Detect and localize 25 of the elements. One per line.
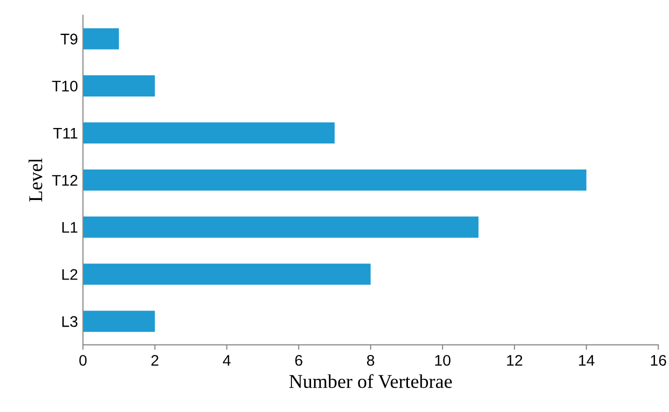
y-tick-label: L2 xyxy=(62,269,78,280)
bar xyxy=(82,28,119,50)
y-tick-label: L3 xyxy=(62,316,78,327)
x-tick-label: 6 xyxy=(295,354,302,366)
bar xyxy=(82,216,478,238)
y-tick-label: T12 xyxy=(52,174,78,186)
y-axis-title: Level xyxy=(28,158,42,202)
x-tick-label: 10 xyxy=(435,354,450,366)
x-tick-label: 16 xyxy=(650,354,666,366)
y-tick-label: T11 xyxy=(53,128,78,138)
x-tick-label: 4 xyxy=(222,355,231,366)
x-tick-label: 12 xyxy=(507,354,522,366)
y-tick-label: T9 xyxy=(60,34,78,44)
bar xyxy=(82,75,155,96)
bar xyxy=(82,310,155,332)
x-tick-label: 2 xyxy=(151,354,158,366)
y-tick-label: T10 xyxy=(52,80,78,92)
x-tick-label: 0 xyxy=(79,354,87,366)
bar xyxy=(82,122,335,144)
bar xyxy=(82,169,586,191)
x-tick-label: 14 xyxy=(579,355,594,366)
x-axis-title: Number of Vertebrae xyxy=(289,374,452,388)
bar xyxy=(82,264,371,285)
y-tick-label: L1 xyxy=(62,222,78,233)
x-tick-label: 8 xyxy=(367,354,374,366)
